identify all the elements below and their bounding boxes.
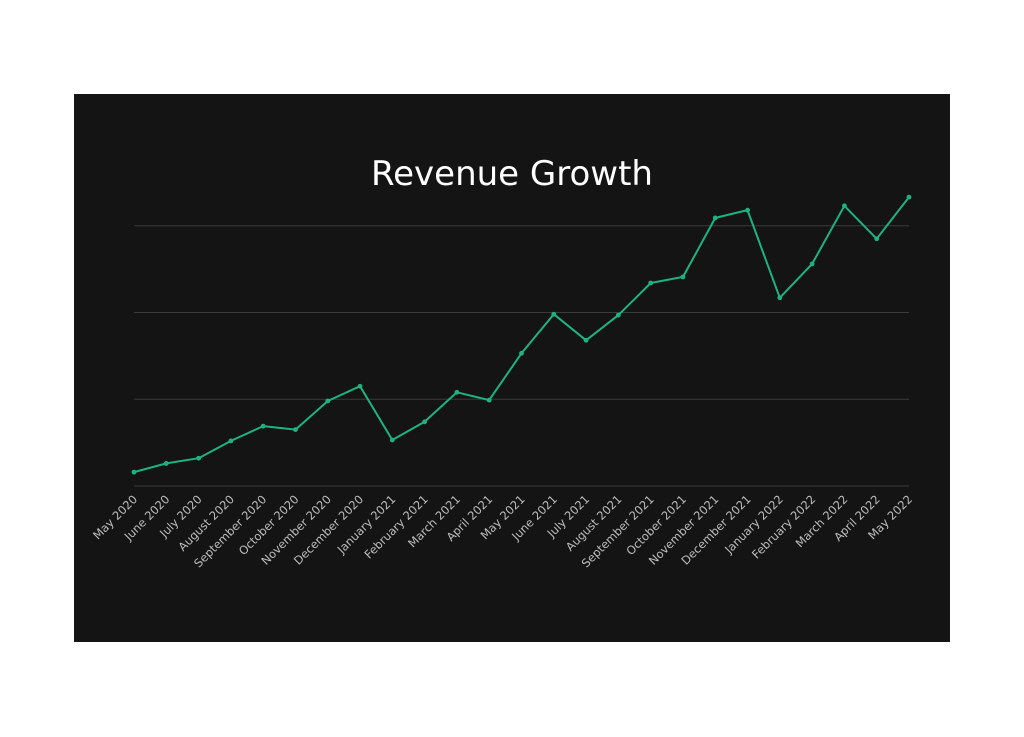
data-point [809, 261, 815, 267]
data-point [163, 461, 169, 466]
data-point [325, 398, 331, 404]
data-point [615, 312, 621, 318]
data-point [551, 311, 557, 317]
data-point [196, 455, 201, 461]
data-point [422, 419, 428, 425]
data-point [680, 274, 686, 280]
data-point [583, 337, 589, 343]
chart-panel: Revenue Growth May 2020 June 2020 July 202… [74, 94, 950, 642]
data-point [454, 389, 460, 395]
data-point [228, 438, 234, 444]
data-point [131, 469, 137, 475]
data-point [648, 280, 654, 286]
data-point [745, 207, 750, 213]
data-point [519, 350, 524, 356]
grid-lines [134, 225, 909, 487]
data-point [777, 295, 783, 301]
data-point [712, 215, 718, 221]
data-point [906, 194, 912, 200]
data-point [293, 427, 298, 433]
data-point [486, 397, 492, 403]
series-line-layer [133, 196, 910, 474]
data-point [389, 437, 395, 443]
data-point [357, 383, 363, 389]
series-line [133, 196, 910, 474]
data-point [874, 236, 880, 242]
data-point [260, 423, 266, 429]
data-points [131, 194, 912, 475]
chart-title: Revenue Growth [371, 154, 653, 194]
data-point [842, 203, 847, 209]
